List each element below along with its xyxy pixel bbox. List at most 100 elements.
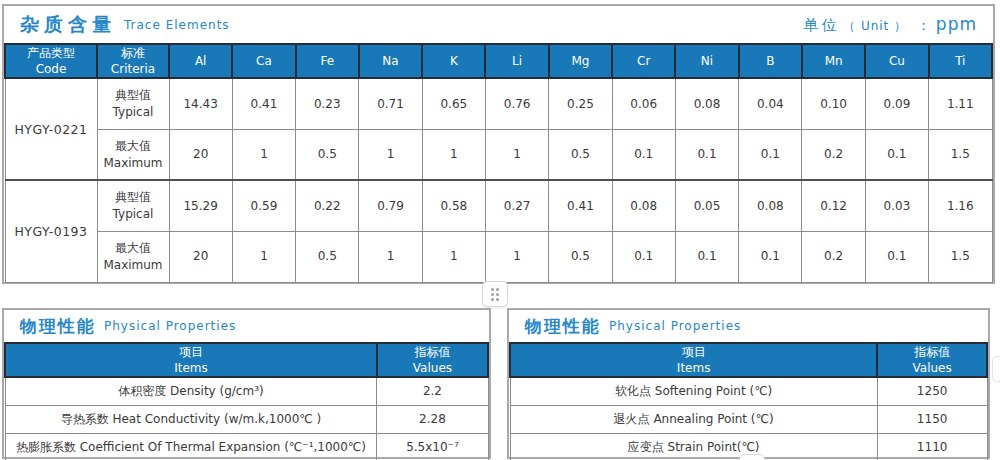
- column-header-values: 指标值 Values: [877, 343, 987, 377]
- element-column-header-mn: Mn: [802, 44, 865, 78]
- value-cell: 0.23: [296, 78, 359, 129]
- value-cell: 1: [232, 129, 295, 180]
- value-cell: 0.1: [739, 129, 802, 180]
- section-drag-handle-bottom[interactable]: [739, 454, 765, 460]
- value-cell: 0.06: [612, 78, 675, 129]
- table-row: HYGY-0193 典型值 Typical 15.29 0.59 0.22 0.…: [5, 180, 992, 231]
- column-header-values-cn: 指标值: [378, 344, 487, 360]
- column-header-items-cn: 项目: [511, 344, 876, 360]
- criteria-cell: 典型值 Typical: [97, 180, 169, 231]
- value-cell: 0.2: [802, 129, 865, 180]
- item-cell: 导热系数 Heat Conductivity (w/m.k,1000℃ ): [5, 405, 377, 433]
- physical-left-title-row: 物理性能 Physical Properties: [4, 310, 489, 342]
- phys-header-row: 项目 Items 指标值 Values: [510, 343, 987, 377]
- value-cell: 0.5: [296, 231, 359, 282]
- element-column-header-ca: Ca: [232, 44, 295, 78]
- section-title-cn: 物理性能: [525, 315, 601, 338]
- value-cell: 0.76: [485, 78, 548, 129]
- column-header-items: 项目 Items: [5, 343, 377, 377]
- value-cell: 0.59: [232, 180, 295, 231]
- value-cell: 2.2: [377, 377, 488, 405]
- column-header-code-en: Code: [6, 61, 96, 77]
- value-cell: 0.1: [612, 231, 675, 282]
- table-row: 导热系数 Heat Conductivity (w/m.k,1000℃ ) 2.…: [5, 405, 488, 433]
- value-cell: 0.5: [549, 129, 612, 180]
- value-cell: 0.1: [675, 231, 738, 282]
- unit-colon: :: [921, 17, 926, 33]
- physical-properties-left-section: 物理性能 Physical Properties 项目 Items 指标值 Va…: [2, 308, 491, 459]
- column-header-criteria-cn: 标准: [98, 45, 168, 61]
- value-cell: 0.1: [865, 231, 928, 282]
- trace-elements-section: 杂质含量 Trace Elements 单位 （ Unit ） : ppm 产品…: [2, 4, 995, 284]
- value-cell: 0.79: [359, 180, 422, 231]
- item-cell: 体积密度 Density (g/cm³): [5, 377, 377, 405]
- value-cell: 0.04: [739, 78, 802, 129]
- value-cell: 0.1: [612, 129, 675, 180]
- table-row: 体积密度 Density (g/cm³) 2.2: [5, 377, 488, 405]
- value-cell: 1: [359, 129, 422, 180]
- column-header-code: 产品类型 Code: [5, 44, 97, 78]
- table-row: HYGY-0221 典型值 Typical 14.43 0.41 0.23 0.…: [5, 78, 992, 129]
- element-column-header-al: Al: [169, 44, 232, 78]
- value-cell: 0.10: [802, 78, 865, 129]
- element-column-header-mg: Mg: [549, 44, 612, 78]
- section-title-cn: 物理性能: [20, 315, 96, 338]
- element-column-header-cu: Cu: [865, 44, 928, 78]
- value-cell: 0.03: [865, 180, 928, 231]
- column-header-criteria-en: Criteria: [98, 61, 168, 77]
- element-column-header-k: K: [422, 44, 485, 78]
- physical-right-title-row: 物理性能 Physical Properties: [509, 310, 988, 342]
- value-cell: 1: [485, 129, 548, 180]
- criteria-en: Maximum: [98, 155, 169, 172]
- criteria-cell: 最大值 Maximum: [97, 231, 169, 282]
- element-column-header-fe: Fe: [296, 44, 359, 78]
- value-cell: 0.1: [675, 129, 738, 180]
- section-title-en: Physical Properties: [609, 319, 741, 333]
- value-cell: 1.5: [929, 231, 992, 282]
- value-cell: 0.08: [739, 180, 802, 231]
- value-cell: 1.16: [929, 180, 992, 231]
- section-title-en: Trace Elements: [124, 18, 230, 32]
- value-cell: 14.43: [169, 78, 232, 129]
- section-drag-handle-right[interactable]: [992, 356, 1000, 382]
- column-header-items-en: Items: [6, 360, 376, 376]
- column-header-values: 指标值 Values: [377, 343, 488, 377]
- value-cell: 1150: [877, 405, 987, 433]
- unit-label-en: （ Unit ）: [843, 18, 907, 35]
- value-cell: 0.58: [422, 180, 485, 231]
- value-cell: 0.25: [549, 78, 612, 129]
- table-row: 最大值 Maximum 20 1 0.5 1 1 1 0.5 0.1 0.1 0…: [5, 129, 992, 180]
- column-header-criteria: 标准 Criteria: [97, 44, 169, 78]
- value-cell: 1.11: [929, 78, 992, 129]
- value-cell: 0.5: [296, 129, 359, 180]
- item-cell: 退火点 Annealing Point (℃): [510, 405, 877, 433]
- unit-label-cn: 单位: [803, 16, 841, 35]
- value-cell: 0.12: [802, 180, 865, 231]
- element-column-header-na: Na: [359, 44, 422, 78]
- value-cell: 1.5: [929, 129, 992, 180]
- value-cell: 0.2: [802, 231, 865, 282]
- value-cell: 1: [422, 129, 485, 180]
- phys-header-row: 项目 Items 指标值 Values: [5, 343, 488, 377]
- value-cell: 0.71: [359, 78, 422, 129]
- table-row: 软化点 Softening Point (℃) 1250: [510, 377, 987, 405]
- column-header-code-cn: 产品类型: [6, 45, 96, 61]
- value-cell: 0.65: [422, 78, 485, 129]
- criteria-cn: 典型值: [98, 87, 169, 104]
- unit-label: 单位 （ Unit ） : ppm: [803, 14, 977, 35]
- section-title-en: Physical Properties: [104, 319, 236, 333]
- value-cell: 1110: [877, 433, 987, 460]
- trace-elements-table: 产品类型 Code 标准 Criteria Al Ca Fe Na K Li M…: [4, 43, 993, 283]
- table-row: 最大值 Maximum 20 1 0.5 1 1 1 0.5 0.1 0.1 0…: [5, 231, 992, 282]
- value-cell: 1: [232, 231, 295, 282]
- table-row: 退火点 Annealing Point (℃) 1150: [510, 405, 987, 433]
- value-cell: 0.05: [675, 180, 738, 231]
- column-header-values-en: Values: [378, 360, 487, 376]
- criteria-cn: 典型值: [98, 189, 169, 206]
- criteria-en: Typical: [98, 104, 169, 121]
- item-cell: 应变点 Strain Point(℃): [510, 433, 877, 460]
- value-cell: 0.41: [549, 180, 612, 231]
- value-cell: 0.08: [675, 78, 738, 129]
- value-cell: 0.08: [612, 180, 675, 231]
- section-drag-handle[interactable]: [482, 281, 508, 307]
